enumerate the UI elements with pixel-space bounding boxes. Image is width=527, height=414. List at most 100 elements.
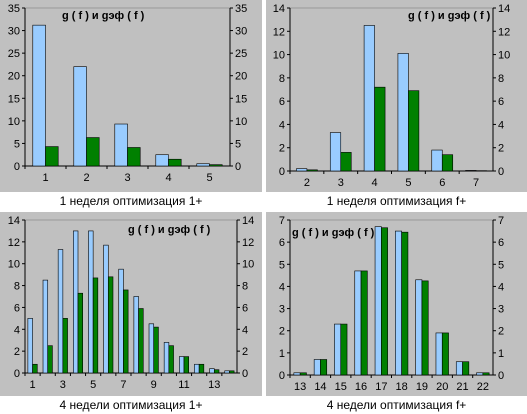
y-tick-label-left: 14 [8,215,20,227]
bar-series-1 [465,170,477,172]
bar-series-1 [363,25,375,172]
bar-series-1 [73,230,79,374]
bar-series-1 [57,249,64,374]
bar-series-2 [92,277,99,374]
x-tick-label: 3 [60,379,66,391]
bar-series-2 [441,332,449,376]
y-tick-label-left: 30 [8,26,20,38]
x-tick-label: 22 [477,381,489,393]
chart-panel-2: 0 0 2 2 4 4 6 6 8 8 10 10 12 12 14 14 2 3 4 5 6 7 g ( f ) и gэ… [266,0,527,210]
x-tick-label: 14 [314,381,326,393]
y-tick-label-right: 4 [498,119,504,131]
bar-series-1 [73,66,87,167]
y-tick-label-left: 6 [279,237,285,249]
y-tick-label-right: 0 [242,368,248,380]
bar-series-1 [435,332,443,376]
chart-annotation: g ( f ) и gэф ( f ) [408,10,491,22]
y-tick-label-left: 4 [279,281,285,293]
y-tick-label-left: 12 [273,26,285,38]
y-tick-label-right: 12 [498,26,510,38]
x-tick-label: 11 [178,379,189,391]
y-tick-label-right: 2 [498,326,504,338]
y-tick-label-right: 10 [242,259,254,271]
y-tick-label-left: 5 [14,138,20,150]
y-tick-label-left: 0 [279,370,285,382]
bar-series-2 [340,152,352,172]
bar-series-1 [476,372,484,376]
y-tick-label-left: 3 [279,304,285,316]
bar-series-1 [395,230,402,376]
bar-series-1 [431,149,443,172]
bar-series-1 [196,163,210,167]
bar-series-2 [408,90,420,172]
y-tick-label-right: 8 [242,281,248,293]
x-tick-label: 3 [338,177,344,189]
bar-series-2 [340,323,348,376]
bar-series-1 [88,230,94,374]
y-tick-label-right: 6 [498,96,504,108]
chart-caption: 1 неделя оптимизация 1+ [60,194,203,208]
bar-series-2 [47,345,53,374]
bar-series-2 [299,372,307,376]
y-tick-label-left: 0 [279,166,285,178]
bar-series-1 [209,368,215,374]
y-tick-label-right: 1 [498,348,504,360]
bar-series-2 [86,137,100,167]
bar-series-1 [118,268,124,374]
bar-series-1 [313,359,321,376]
bar-series-2 [138,308,144,374]
chart-caption: 4 недели оптимизация f+ [327,398,467,412]
y-tick-label-right: 0 [498,166,504,178]
y-tick-label-left: 20 [8,71,20,83]
bar-series-1 [334,323,342,376]
y-tick-label-left: 4 [279,119,285,131]
bar-series-2 [127,147,141,167]
bar-series-1 [354,270,362,376]
chart-panel-4: 0 01 12 23 34 45 56 67 713 14 15 16 17 18 19 20 21 22g ( … [266,212,527,414]
x-tick-label: 5 [405,177,411,189]
x-tick-label: 2 [83,172,89,184]
y-tick-label-right: 4 [242,324,248,336]
bar-series-2 [198,363,205,374]
y-tick-label-left: 7 [279,215,285,227]
x-tick-label: 19 [416,381,428,393]
bar-series-2 [107,276,114,374]
x-tick-label: 7 [473,177,479,189]
x-tick-label: 1 [30,379,36,391]
x-tick-label: 3 [124,172,130,184]
bar-series-2 [482,372,490,376]
bar-series-2 [229,370,235,374]
bar-series-2 [45,146,59,167]
x-tick-label: 17 [375,381,387,393]
y-tick-label-left: 12 [8,237,20,249]
x-tick-label: 13 [208,379,220,391]
x-tick-label: 7 [120,379,126,391]
bar-series-1 [194,363,200,374]
y-tick-label-left: 8 [279,73,285,85]
bar-series-2 [462,361,470,376]
y-tick-label-right: 14 [242,215,254,227]
y-tick-label-left: 8 [14,281,20,293]
x-tick-label: 21 [456,381,468,393]
y-tick-label-right: 20 [235,71,247,83]
y-tick-label-right: 30 [235,26,247,38]
x-tick-label: 5 [206,172,212,184]
x-tick-label: 4 [372,177,378,189]
y-tick-label-right: 2 [242,346,248,358]
bar-series-1 [374,226,382,376]
bar-series-2 [213,369,220,374]
bar-series-2 [374,86,386,172]
bar-series-1 [455,361,463,376]
y-tick-label-left: 0 [14,368,20,380]
x-tick-label: 18 [396,381,408,393]
bar-series-1 [133,296,139,374]
x-tick-label: 2 [304,177,310,189]
plot-area [24,219,238,374]
bar-series-2 [153,326,159,374]
bar-series-2 [441,154,454,172]
y-tick-label-right: 12 [242,237,254,249]
y-tick-label-left: 6 [14,302,20,314]
y-tick-label-left: 2 [279,326,285,338]
caption-background [0,192,262,210]
y-tick-label-left: 1 [279,348,285,360]
